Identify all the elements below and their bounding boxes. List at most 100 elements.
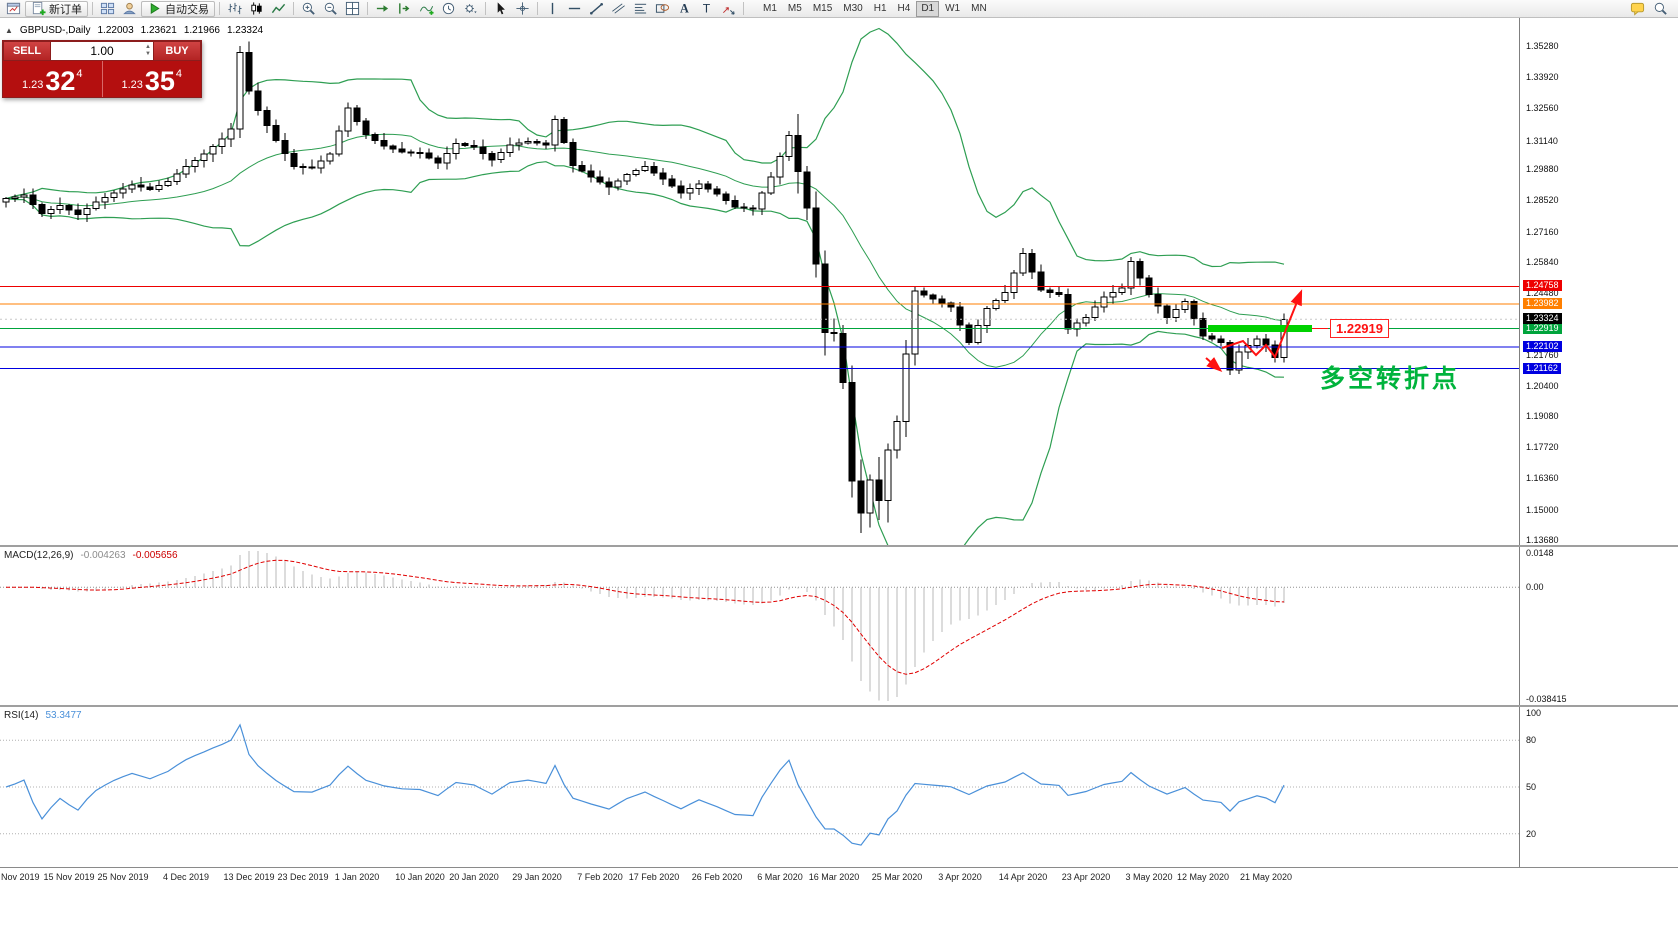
macd-label: MACD(12,26,9) -0.004263 -0.005656: [4, 550, 178, 561]
rsi-axis: 100 80 50 20: [1521, 707, 1678, 867]
trend-icon: [590, 2, 603, 15]
sell-price-prefix: 1.23: [21, 79, 44, 91]
macd-panel: 0.0148 0.00 -0.038415 MACD(12,26,9) -0.004…: [0, 547, 1678, 705]
rsi-axis-label: 100: [1526, 708, 1542, 718]
trend-arrow[interactable]: [1221, 289, 1303, 360]
toolbar-separator: [743, 2, 744, 15]
arrows-tool-button[interactable]: [718, 1, 739, 17]
price-axis-label: 1.24480: [1526, 287, 1559, 298]
timeframe-m5-button[interactable]: M5: [783, 1, 807, 17]
rsi-canvas[interactable]: [0, 707, 1520, 867]
line-chart-button[interactable]: [268, 1, 289, 17]
close-value: 1.23324: [226, 25, 264, 36]
new-chart-icon[interactable]: [3, 1, 24, 17]
sell-button[interactable]: SELL: [3, 41, 51, 61]
horizontal-line-button[interactable]: [564, 1, 585, 17]
volume-spinner[interactable]: ▲ ▼: [145, 44, 151, 58]
autotrading-button[interactable]: 自动交易: [141, 0, 215, 17]
arrowtool-icon: [723, 7, 735, 15]
chart-shift-button[interactable]: [394, 1, 415, 17]
price-axis-label: 1.33920: [1526, 71, 1559, 82]
autoscroll-icon: [376, 5, 389, 12]
price-level-callout[interactable]: 1.22919: [1330, 319, 1389, 338]
timeframe-w1-button[interactable]: W1: [940, 1, 965, 17]
timeframe-d1-button[interactable]: D1: [916, 0, 940, 17]
macd-signal-value: -0.005656: [132, 550, 178, 561]
label-button[interactable]: T: [696, 1, 717, 17]
indicators-button[interactable]: [416, 1, 437, 17]
labelt-icon: T: [703, 2, 711, 16]
panel-splitter[interactable]: [0, 705, 1678, 707]
price-axis-label: 1.17720: [1526, 442, 1559, 453]
timeframe-m1-button[interactable]: M1: [758, 1, 782, 17]
charts-layout-icon[interactable]: [97, 1, 118, 17]
time-axis-label: 15 Nov 2019: [43, 872, 95, 882]
sell-price-big: 32: [45, 66, 76, 96]
templates-button[interactable]: [460, 1, 481, 17]
macd-canvas[interactable]: [0, 547, 1520, 705]
play-icon: [150, 2, 160, 15]
volume-input[interactable]: 1.00 ▲ ▼: [51, 41, 153, 61]
zoom-out-button[interactable]: [320, 1, 341, 17]
one-click-collapse-icon[interactable]: ▲: [5, 26, 13, 35]
toolbar-separator: [293, 2, 294, 15]
macd-signal-line: [5, 559, 1285, 675]
time-axis-label: 21 May 2020: [1239, 872, 1293, 882]
toolbar-separator: [219, 2, 220, 15]
trendline-button[interactable]: [586, 1, 607, 17]
low-value: 1.21966: [183, 25, 220, 36]
candlestick-chart-button[interactable]: [246, 1, 267, 17]
zoom-in-button[interactable]: [298, 1, 319, 17]
search-icon[interactable]: [1650, 1, 1671, 17]
hline-icon: [568, 7, 581, 10]
shapes-button[interactable]: [652, 1, 673, 17]
community-icon[interactable]: [1627, 1, 1648, 17]
volume-down-icon[interactable]: ▼: [145, 51, 151, 57]
high-value: 1.23621: [140, 25, 177, 36]
toolbar: 新订单 自动交易 A T M1 M5 M15 M30 H1 H4 D1 W1 MN: [0, 0, 1678, 18]
new-order-button[interactable]: 新订单: [25, 0, 88, 17]
timeframe-m15-button[interactable]: M15: [808, 1, 837, 17]
rsi-value: 53.3477: [45, 710, 82, 721]
volume-value: 1.00: [90, 44, 114, 58]
auto-scroll-button[interactable]: [372, 1, 393, 17]
chinese-annotation[interactable]: 多空转折点: [1320, 365, 1461, 393]
fibonacci-button[interactable]: [630, 1, 651, 17]
buy-price-button[interactable]: 1.23 35 4: [103, 61, 202, 97]
text-button[interactable]: A: [674, 1, 695, 17]
timeframe-m30-button[interactable]: M30: [838, 1, 867, 17]
time-axis-label: 20 Jan 2020: [449, 872, 499, 882]
periods-button[interactable]: [438, 1, 459, 17]
sell-price-button[interactable]: 1.23 32 4: [3, 61, 102, 97]
current-price-tag: 1.23324: [1523, 313, 1562, 325]
timeframe-h4-button[interactable]: H4: [893, 1, 916, 17]
support-level-highlight[interactable]: [1208, 325, 1312, 332]
rsi-label: RSI(14) 53.3477: [4, 710, 82, 721]
time-axis-label: 1 Jan 2020: [334, 872, 380, 882]
cursor-icon: [497, 2, 505, 15]
gear-icon: [465, 4, 477, 14]
tile-windows-button[interactable]: [342, 1, 363, 17]
candles-icon: [251, 2, 262, 15]
equidistant-channel-button[interactable]: [608, 1, 629, 17]
time-axis-label: 26 Feb 2020: [691, 872, 743, 882]
price-chart-canvas[interactable]: [0, 18, 1520, 545]
volume-up-icon[interactable]: ▲: [145, 44, 151, 50]
level-price-tag: 1.23982: [1523, 298, 1562, 310]
timeframe-mn-button[interactable]: MN: [966, 1, 992, 17]
buy-price-big: 35: [144, 66, 175, 96]
trend-arrow[interactable]: [1205, 356, 1223, 372]
buy-price-pip: 4: [175, 68, 183, 80]
time-axis-label: Nov 2019: [1, 872, 40, 882]
time-axis-label: 17 Feb 2020: [628, 872, 680, 882]
navigator-icon[interactable]: [119, 1, 140, 17]
crosshair-button[interactable]: [512, 1, 533, 17]
timeframe-h1-button[interactable]: H1: [869, 1, 892, 17]
price-axis-label: 1.16360: [1526, 473, 1559, 484]
buy-button[interactable]: BUY: [153, 41, 201, 61]
cursor-button[interactable]: [490, 1, 511, 17]
panel-splitter[interactable]: [0, 545, 1678, 547]
bar-chart-button[interactable]: [224, 1, 245, 17]
vertical-line-button[interactable]: [542, 1, 563, 17]
